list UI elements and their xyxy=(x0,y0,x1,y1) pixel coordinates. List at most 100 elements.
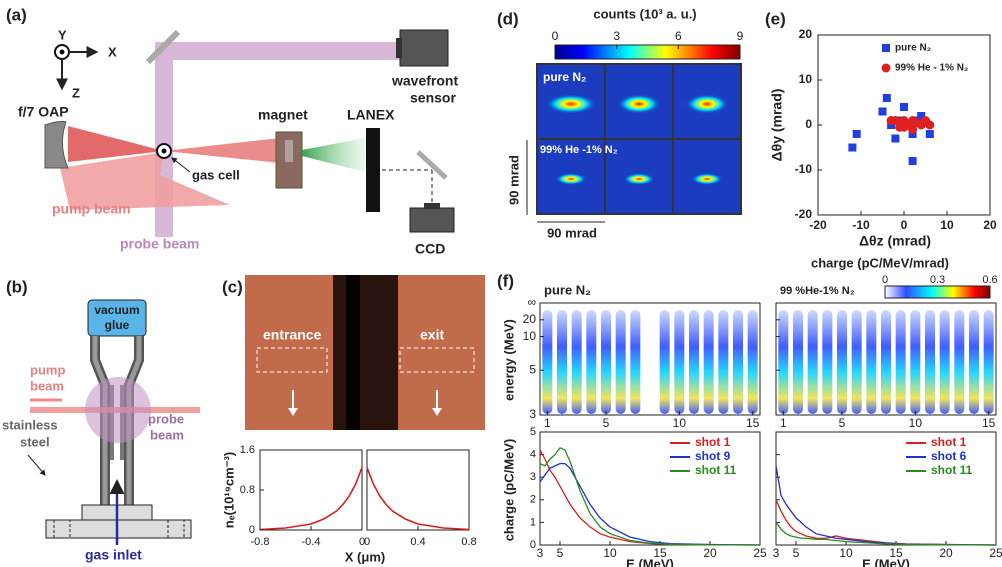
y-tick-label: 4 xyxy=(530,449,536,461)
waterfall-stripe xyxy=(660,310,670,414)
y-tick-label: 3 xyxy=(530,471,536,483)
label: probe beam xyxy=(120,236,199,252)
label: steel xyxy=(20,434,50,449)
x-tick-label: 1 xyxy=(544,416,551,430)
label: Z xyxy=(72,85,80,100)
waterfall-stripe xyxy=(778,310,788,414)
legend-marker xyxy=(882,64,891,73)
legend-label: 99% He - 1% N₂ xyxy=(895,63,968,74)
x-tick-label: 5 xyxy=(839,416,846,430)
label: gas cell xyxy=(192,167,240,182)
label: wavefront xyxy=(391,73,458,89)
label: 90 mrad xyxy=(547,225,597,240)
x-tick-label: 20 xyxy=(983,218,997,232)
y-tick-label: 0 xyxy=(530,539,536,551)
waterfall-stripe xyxy=(954,310,964,414)
spectrum-line xyxy=(776,466,996,545)
y-tick-label: 2 xyxy=(530,494,536,506)
beam-spot xyxy=(617,94,661,114)
x-tick-label: -0.4 xyxy=(302,536,321,548)
colorbar-tick: 0 xyxy=(882,274,888,286)
legend-label: shot 1 xyxy=(931,435,967,449)
x-tick-label: 3 xyxy=(773,546,780,560)
shadowgraph-image xyxy=(245,275,485,430)
legend-label: shot 1 xyxy=(695,435,731,449)
x-tick-label: 10 xyxy=(909,416,923,430)
legend-label: shot 9 xyxy=(695,449,731,463)
y-tick-label: 20 xyxy=(523,312,537,326)
beam-spot xyxy=(555,173,587,185)
scatter-point xyxy=(908,125,917,134)
x-tick-label: 0 xyxy=(901,218,908,232)
waterfall-stripe xyxy=(572,310,582,414)
label: entrance xyxy=(263,327,322,343)
scatter-point xyxy=(900,103,908,111)
panel-label: (c) xyxy=(222,277,243,296)
waterfall-stripe xyxy=(542,310,552,414)
y-tick-label: 0 xyxy=(805,117,812,131)
label: stainless xyxy=(2,417,58,432)
x-tick-label: 5 xyxy=(557,546,564,560)
colorbar-tick: 9 xyxy=(737,29,744,43)
waterfall-stripe xyxy=(837,310,847,414)
waterfall-stripe xyxy=(689,310,699,414)
label: X xyxy=(108,44,117,59)
label: 99% He -1% N₂ xyxy=(540,144,618,156)
panel-label: (f) xyxy=(497,271,514,290)
y-tick-label: 5 xyxy=(529,362,536,376)
x-tick-label: 10 xyxy=(940,218,954,232)
waterfall-stripe xyxy=(733,310,743,414)
label: probe xyxy=(148,411,184,426)
x-axis-label: E (MeV) xyxy=(862,556,910,567)
y-tick-label: 3 xyxy=(529,407,536,421)
label: pure N₂ xyxy=(543,70,586,84)
label: glue xyxy=(105,318,130,332)
colorbar-tick: 0.6 xyxy=(982,274,997,286)
figure: (a)(b)(c)(d)(e)(f)YXZf/7 OAPpump beamgas… xyxy=(0,0,1002,567)
x-tick-label: 25 xyxy=(989,546,1002,560)
y-tick-label: ∞ xyxy=(527,295,536,309)
colorbar-tick: 0.3 xyxy=(930,274,945,286)
x-tick-label: 10 xyxy=(603,546,617,560)
scatter-point xyxy=(891,135,899,143)
density-curve xyxy=(367,468,469,530)
label: 90 mrad xyxy=(506,155,521,205)
y-axis-label: Δθy (mrad) xyxy=(769,89,785,162)
legend-label: shot 11 xyxy=(695,463,737,477)
waterfall-stripe xyxy=(866,310,876,414)
scatter-point xyxy=(879,108,887,116)
plots: (a)(b)(c)(d)(e)(f)YXZf/7 OAPpump beamgas… xyxy=(2,5,1002,567)
x-tick-label: 5 xyxy=(603,416,610,430)
y-tick-label: 1 xyxy=(530,516,536,528)
label: pump xyxy=(30,362,65,377)
spectrum-line xyxy=(776,522,996,545)
y-tick-label: -20 xyxy=(795,207,813,221)
panel-label: (b) xyxy=(6,277,28,296)
label: magnet xyxy=(258,107,308,123)
waterfall-stripe xyxy=(925,310,935,414)
y-tick-label: 20 xyxy=(799,27,813,41)
colorbar-label: charge (pC/MeV/mrad) xyxy=(811,255,949,270)
colorbar-tick: 6 xyxy=(675,29,682,43)
legend-label: shot 6 xyxy=(931,449,967,463)
waterfall-stripe xyxy=(748,310,758,414)
scatter-point xyxy=(883,94,891,102)
beam-spot xyxy=(545,94,597,114)
waterfall-stripe xyxy=(910,310,920,414)
label: Y xyxy=(58,27,67,42)
waterfall-stripe xyxy=(718,310,728,414)
label: f/7 OAP xyxy=(18,104,69,120)
scatter-point xyxy=(925,121,934,130)
y-tick-label: 0.8 xyxy=(240,484,255,496)
x-tick-label: 10 xyxy=(673,416,687,430)
scatter-point xyxy=(853,130,861,138)
label: gas inlet xyxy=(85,547,142,563)
legend-marker xyxy=(882,44,890,52)
label: vacuum xyxy=(94,303,139,317)
x-tick-label: 0.8 xyxy=(461,536,476,548)
label: sensor xyxy=(410,90,456,106)
waterfall-stripe xyxy=(704,310,714,414)
beam-spot xyxy=(623,173,655,185)
waterfall-stripe xyxy=(630,310,640,414)
waterfall-stripe xyxy=(674,310,684,414)
